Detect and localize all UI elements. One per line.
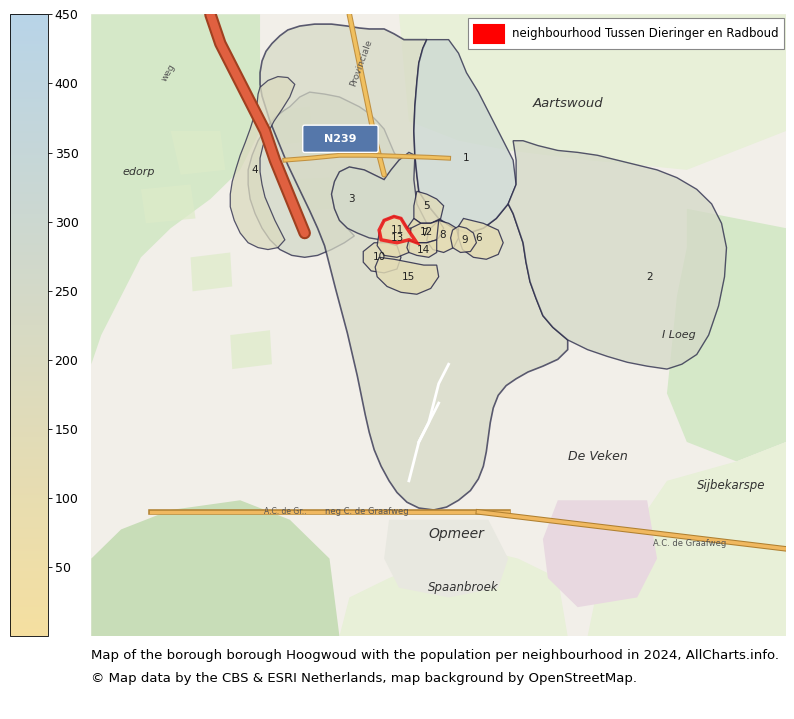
Polygon shape — [230, 77, 295, 249]
Text: 6: 6 — [475, 233, 482, 243]
Text: N239: N239 — [324, 134, 357, 144]
Polygon shape — [588, 442, 786, 636]
Polygon shape — [141, 185, 195, 224]
Text: 12: 12 — [420, 227, 434, 237]
Polygon shape — [667, 209, 786, 462]
Polygon shape — [91, 500, 340, 636]
Text: 7: 7 — [422, 228, 428, 238]
Polygon shape — [340, 549, 568, 636]
Text: neg C. de Graafweg: neg C. de Graafweg — [326, 508, 409, 516]
Polygon shape — [377, 216, 411, 257]
Polygon shape — [380, 216, 417, 243]
Text: 15: 15 — [403, 272, 415, 282]
Polygon shape — [91, 14, 260, 365]
Polygon shape — [407, 240, 437, 257]
Text: edorp: edorp — [123, 167, 155, 177]
Text: 5: 5 — [423, 201, 430, 211]
Polygon shape — [384, 520, 508, 597]
Text: neighbourhood Tussen Dieringer en Radboud: neighbourhood Tussen Dieringer en Radbou… — [512, 27, 779, 40]
Polygon shape — [332, 152, 427, 240]
Text: weg: weg — [160, 63, 177, 83]
Polygon shape — [451, 226, 476, 252]
Polygon shape — [270, 106, 311, 145]
Polygon shape — [508, 141, 727, 369]
Text: Provinciale: Provinciale — [349, 38, 374, 88]
Polygon shape — [363, 243, 401, 273]
Text: A.C. de Graafweg: A.C. de Graafweg — [653, 539, 727, 549]
Polygon shape — [290, 178, 332, 211]
Polygon shape — [191, 252, 232, 291]
Polygon shape — [248, 92, 399, 257]
Polygon shape — [543, 500, 657, 607]
Text: 1: 1 — [463, 153, 470, 163]
Bar — [468, 18, 784, 50]
Text: Map of the borough borough Hoogwoud with the population per neighbourhood in 202: Map of the borough borough Hoogwoud with… — [91, 649, 779, 661]
Polygon shape — [399, 14, 786, 170]
Text: Sijbekarspe: Sijbekarspe — [697, 479, 765, 493]
Text: 10: 10 — [372, 252, 386, 262]
Text: © Map data by the CBS & ESRI Netherlands, map background by OpenStreetMap.: © Map data by the CBS & ESRI Netherlands… — [91, 672, 638, 685]
Polygon shape — [376, 257, 438, 294]
Text: 13: 13 — [391, 233, 403, 243]
Text: Spaanbroek: Spaanbroek — [428, 581, 499, 594]
Polygon shape — [407, 219, 444, 243]
Text: De Veken: De Veken — [568, 450, 627, 463]
Text: 4: 4 — [252, 165, 258, 175]
Text: Weelpolder: Weelpolder — [476, 31, 540, 41]
Bar — [475, 25, 504, 42]
Text: 8: 8 — [439, 230, 446, 240]
Polygon shape — [459, 219, 503, 260]
Polygon shape — [427, 221, 459, 252]
Polygon shape — [414, 191, 444, 224]
Polygon shape — [171, 131, 225, 175]
Polygon shape — [414, 40, 516, 233]
Text: Opmeer: Opmeer — [429, 527, 484, 541]
Text: I Loeg: I Loeg — [662, 330, 696, 340]
Text: 2: 2 — [646, 272, 653, 282]
Text: A.C. de Gr..: A.C. de Gr.. — [264, 508, 306, 516]
Polygon shape — [260, 24, 568, 510]
Text: 3: 3 — [348, 194, 355, 204]
Text: Aartswoud: Aartswoud — [533, 97, 603, 110]
Text: 11: 11 — [391, 225, 403, 235]
Text: 9: 9 — [461, 235, 468, 245]
Polygon shape — [230, 330, 272, 369]
Polygon shape — [407, 221, 438, 243]
Text: 14: 14 — [417, 244, 430, 255]
FancyBboxPatch shape — [303, 125, 378, 152]
